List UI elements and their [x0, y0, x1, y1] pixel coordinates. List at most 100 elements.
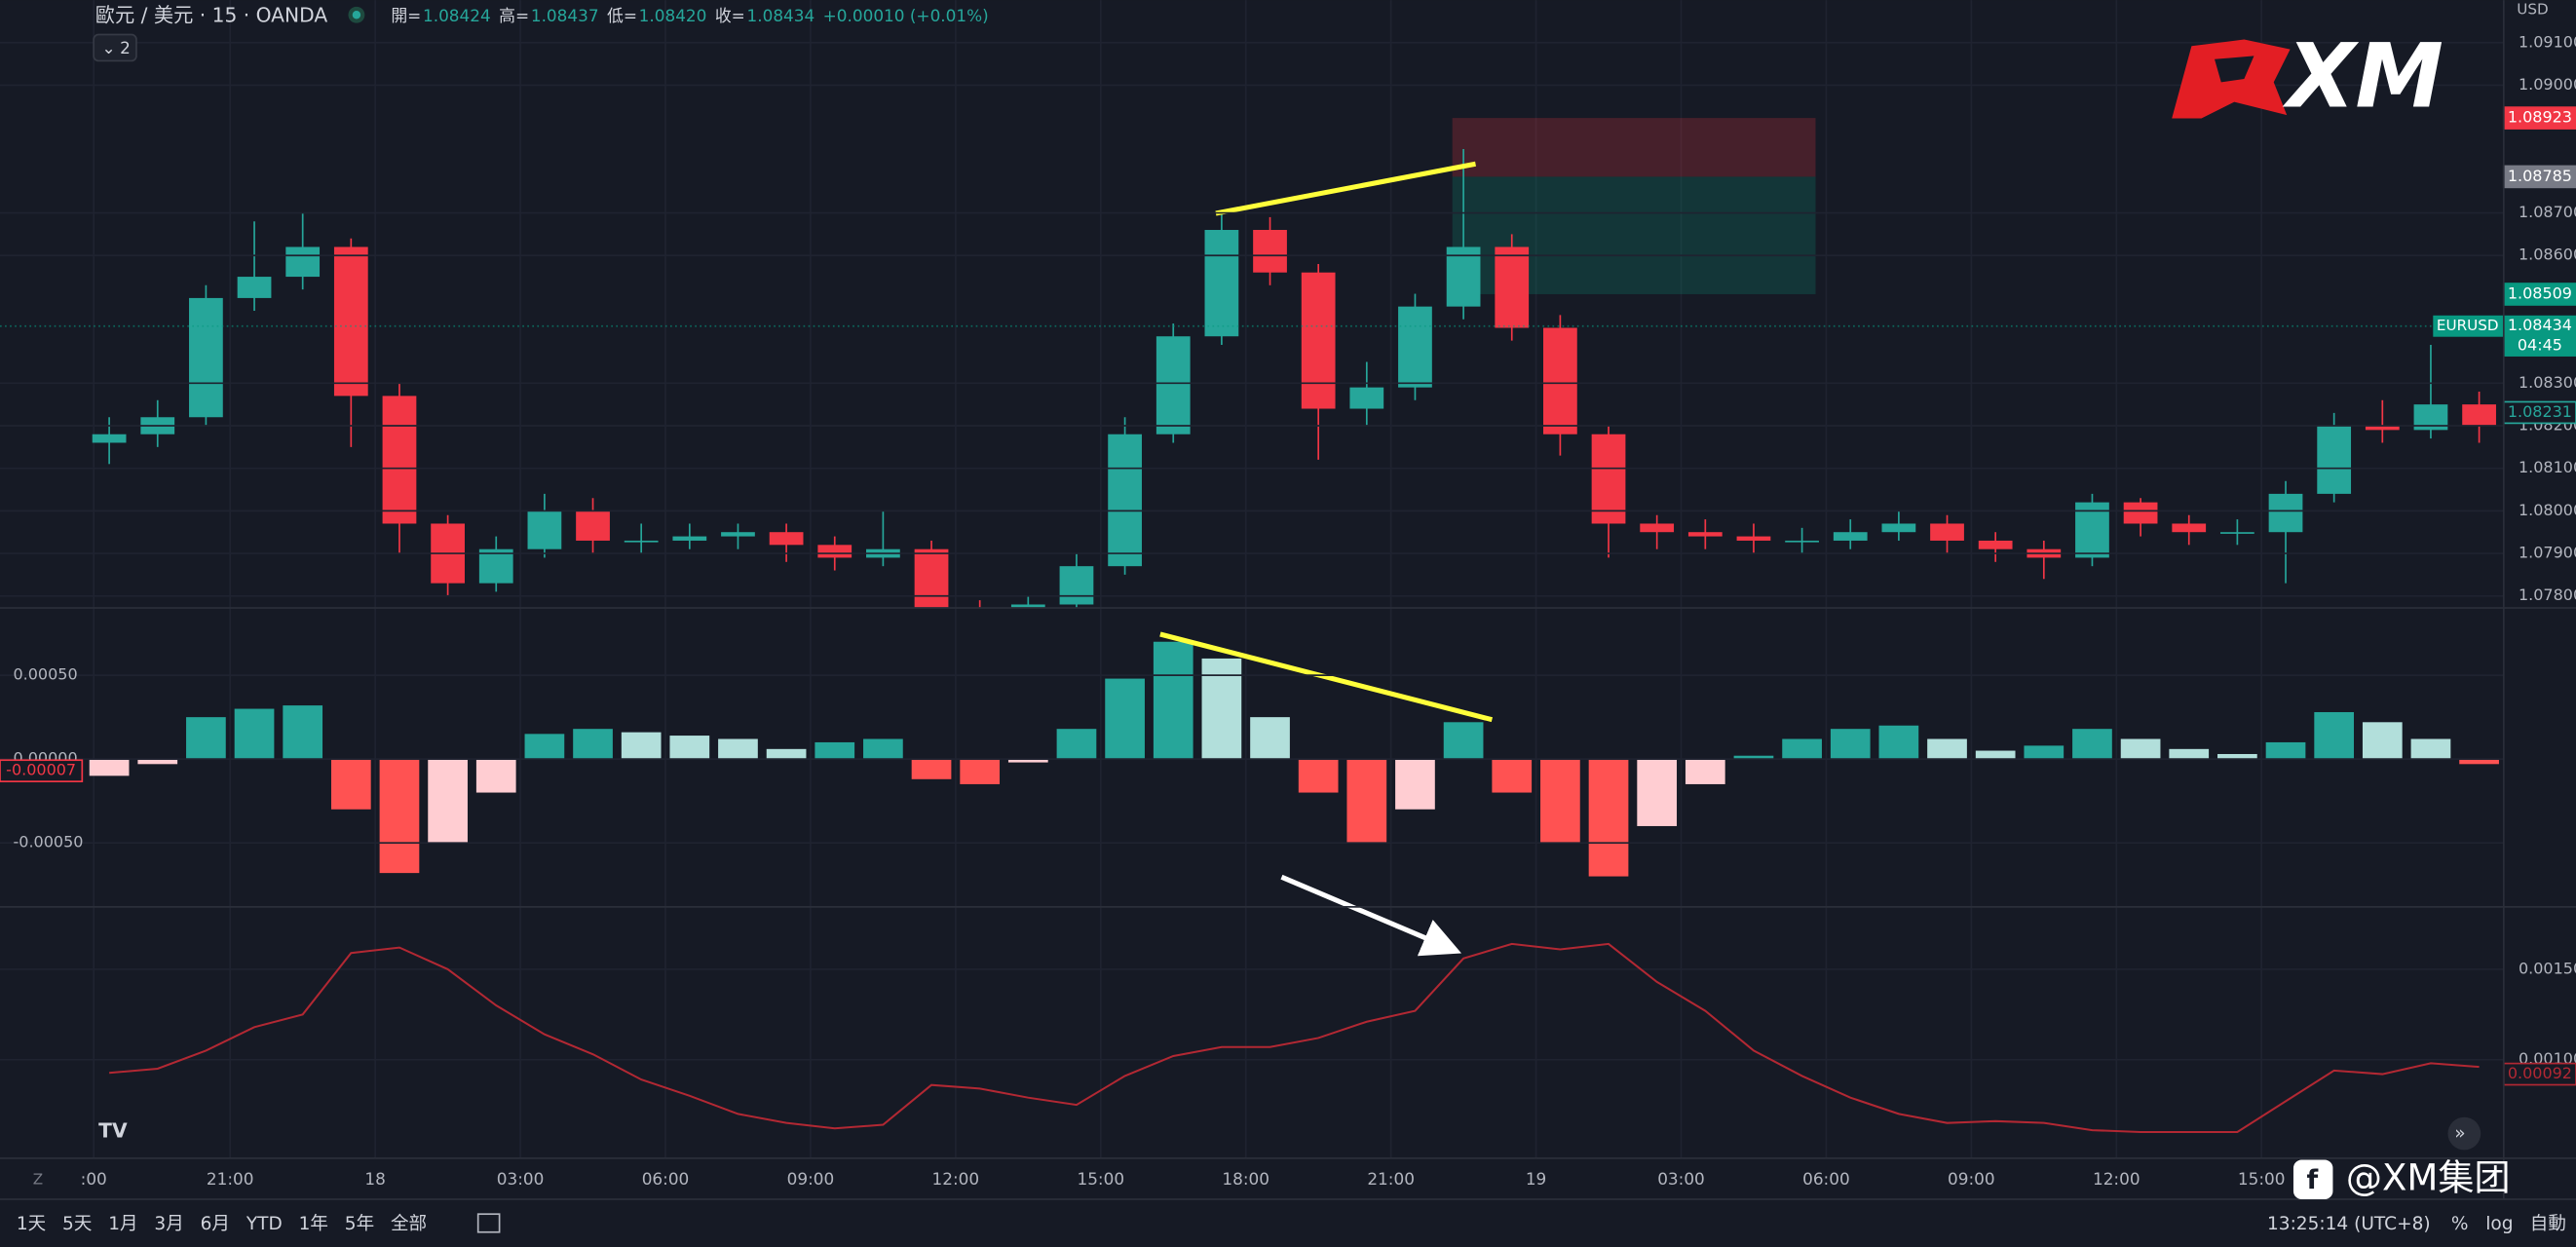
range-button[interactable]: 1月 [108, 1214, 137, 1234]
indicator-count[interactable]: 2 [120, 38, 131, 57]
histogram-bar [2120, 738, 2161, 760]
percent-toggle[interactable]: % [2451, 1214, 2469, 1234]
candle-body [1881, 523, 1916, 533]
countdown: 04:45 [2518, 335, 2562, 354]
scroll-button[interactable] [2447, 1116, 2481, 1151]
chevron: ⌄ [102, 38, 116, 57]
range-button[interactable]: 3月 [154, 1214, 183, 1234]
candle-body [1833, 532, 1868, 541]
y-tick-label: 1.09100 [2519, 32, 2576, 51]
candle-body [1253, 230, 1287, 273]
currency[interactable]: USD [2517, 1, 2548, 19]
change: +0.00010 (+0.01%) [823, 6, 989, 25]
x-tick-label: 18:00 [1222, 1169, 1269, 1189]
watermark: @XM集团 [2346, 1156, 2511, 1198]
y-tick-label: 1.08100 [2519, 458, 2576, 476]
candle-body [2220, 532, 2254, 534]
candle-body [1204, 230, 1239, 337]
histogram-bar [2362, 722, 2403, 760]
histogram-bar [186, 717, 226, 760]
zoom-icon[interactable]: Z [33, 1170, 43, 1188]
range-button[interactable]: 1年 [299, 1214, 328, 1234]
symbol[interactable]: 歐元 / 美元 · 15 · OANDA [95, 3, 328, 26]
histogram-bar [137, 759, 178, 765]
candle-body [2365, 425, 2400, 431]
value-badge-text: 0.00092 [2508, 1064, 2572, 1082]
log-toggle[interactable]: log [2485, 1214, 2513, 1234]
trend-line [1159, 631, 1494, 723]
stop-zone [1452, 118, 1816, 177]
x-tick-label: 21:00 [1367, 1169, 1415, 1189]
x-tick-label: 09:00 [787, 1169, 835, 1189]
candle-body [1978, 540, 2013, 549]
x-tick-label: 19 [1526, 1169, 1546, 1189]
histogram-bar [379, 759, 420, 874]
histogram-bar [814, 741, 855, 760]
x-tick-label: 12:00 [2093, 1169, 2140, 1189]
candle-body [478, 548, 513, 584]
histogram-bar [1830, 729, 1871, 760]
histogram-bar [1637, 759, 1678, 826]
range-button[interactable]: 6月 [201, 1214, 230, 1234]
auto-toggle[interactable]: 自動 [2530, 1214, 2566, 1234]
histogram-bar [475, 759, 516, 793]
y-tick-label: 1.08600 [2519, 246, 2576, 264]
range-button[interactable]: 1天 [17, 1214, 46, 1234]
range-button[interactable]: YTD [246, 1214, 283, 1234]
candle-body [672, 536, 707, 541]
histogram-bar [621, 732, 662, 760]
value-badge [0, 759, 84, 782]
histogram-bar [1975, 750, 2016, 760]
histogram-bar [669, 736, 710, 760]
histogram-bar [2265, 741, 2306, 760]
histogram-bar [911, 759, 952, 779]
facebook-icon [2292, 1159, 2333, 1200]
compare-icon[interactable] [476, 1213, 501, 1233]
candle-body [1059, 566, 1094, 605]
range-button[interactable]: 5年 [345, 1214, 374, 1234]
x-tick-label: 06:00 [642, 1169, 690, 1189]
histogram-bar [1927, 738, 1967, 760]
histogram-bar [1733, 755, 1774, 760]
histogram-bar [1588, 759, 1629, 877]
candle-body [2172, 523, 2207, 533]
indicator-toggle[interactable] [93, 33, 137, 62]
last-price-badge [2503, 315, 2576, 357]
candle-body [1640, 523, 1675, 533]
candle-body [1301, 272, 1336, 409]
y-tick-label: 0.00050 [13, 665, 77, 684]
histogram-bar [1153, 641, 1193, 760]
ohlc-value: 1.08420 [639, 6, 707, 25]
range-button[interactable]: 全部 [391, 1214, 427, 1234]
histogram-bar [1056, 729, 1097, 760]
candle-body [721, 532, 755, 537]
candle-body [2317, 425, 2352, 494]
candle-body [285, 246, 321, 278]
histogram-bar [1298, 759, 1339, 793]
x-tick-label: 15:00 [1077, 1169, 1124, 1189]
y-tick-label: 1.07900 [2519, 544, 2576, 562]
plot-layer: :00 21:00 18 03:00 06:00 09:00 12:00 15:00 18:00… [0, 0, 2576, 1189]
candle-body [576, 510, 610, 541]
histogram-bar [1540, 759, 1580, 844]
histogram-bar [2410, 738, 2451, 760]
ohlc-value: 1.08437 [531, 6, 599, 25]
histogram-bar [234, 708, 275, 760]
candle-body [1591, 434, 1626, 524]
histogram-bar [1395, 759, 1435, 810]
histogram-bar [766, 748, 807, 760]
candle-body [624, 540, 659, 543]
y-tick-label: 1.08000 [2519, 501, 2576, 519]
range-button[interactable]: 5天 [62, 1214, 92, 1234]
candle-body [527, 510, 562, 549]
x-tick-label: 18 [364, 1169, 385, 1189]
arrow [1280, 874, 1461, 957]
candle-body [189, 297, 223, 418]
candle-body [1446, 246, 1481, 307]
tv-logo[interactable]: TV [98, 1118, 128, 1142]
trend-line [1215, 161, 1476, 216]
histogram-bar [718, 738, 758, 760]
